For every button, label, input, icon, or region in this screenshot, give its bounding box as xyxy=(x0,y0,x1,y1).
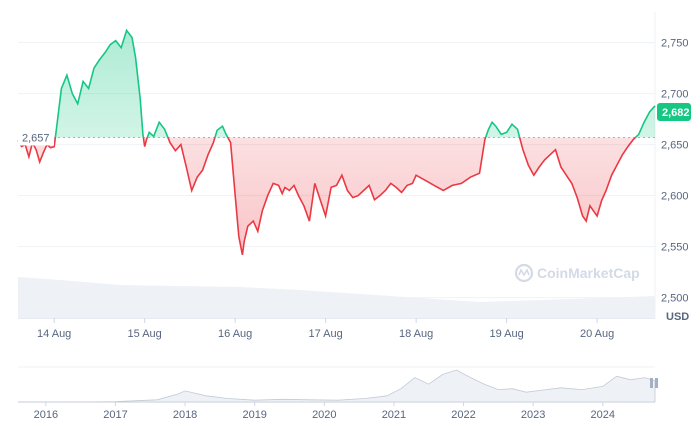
y-tick-label: 2,650 xyxy=(661,140,689,152)
current-price-badge: 2,682 xyxy=(657,102,691,121)
reference-label: 2,657 xyxy=(18,129,54,146)
navigator-area xyxy=(18,369,656,403)
coinmarketcap-watermark: CoinMarketCap xyxy=(514,263,640,283)
price-line-above xyxy=(54,28,656,138)
y-tick-label: 2,550 xyxy=(661,242,689,254)
navigator-year-label: 2022 xyxy=(451,409,475,421)
navigator-year-label: 2020 xyxy=(312,409,336,421)
y-tick-label: 2,750 xyxy=(661,38,689,50)
coinmarketcap-logo-wave xyxy=(518,268,530,277)
navigator-year-label: 2016 xyxy=(34,409,58,421)
x-tick-label: 20 Aug xyxy=(580,328,614,340)
current-price-label: 2,682 xyxy=(662,107,690,119)
navigator-year-label: 2018 xyxy=(173,409,197,421)
navigator-year-label: 2017 xyxy=(103,409,127,421)
navigator-handle-right[interactable] xyxy=(655,378,658,388)
navigator-handle[interactable] xyxy=(650,378,653,388)
area-below-reference xyxy=(18,137,655,255)
x-axis: 14 Aug 15 Aug 16 Aug 17 Aug 18 Aug 19 Aug 20 A… xyxy=(37,318,614,340)
navigator-axis: 2016 2017 2018 2019 2020 2021 2022 2023 2024 xyxy=(34,402,615,421)
navigator-year-label: 2024 xyxy=(591,409,615,421)
x-tick-label: 16 Aug xyxy=(218,328,252,340)
x-tick-label: 15 Aug xyxy=(128,328,162,340)
y-tick-label: 2,500 xyxy=(661,293,689,305)
x-tick-label: 14 Aug xyxy=(37,328,71,340)
x-tick-label: 19 Aug xyxy=(489,328,523,340)
navigator-year-label: 2023 xyxy=(521,409,545,421)
y-tick-label: 2,700 xyxy=(661,89,689,101)
watermark-text: CoinMarketCap xyxy=(537,265,640,281)
reference-value-label: 2,657 xyxy=(22,132,50,144)
price-line-below xyxy=(17,137,637,255)
y-tick-label: 2,600 xyxy=(661,191,689,203)
coinmarketcap-logo-icon xyxy=(514,263,534,283)
y-axis: 2,500 2,550 2,600 2,650 2,700 2,750 xyxy=(661,38,689,305)
range-navigator[interactable]: 2016 2017 2018 2019 2020 2021 2022 2023 2024 xyxy=(18,366,658,421)
x-tick-label: 17 Aug xyxy=(309,328,343,340)
volume-band xyxy=(18,277,655,318)
navigator-year-label: 2019 xyxy=(242,409,266,421)
navigator-year-label: 2021 xyxy=(382,409,406,421)
y-axis-unit: USD xyxy=(666,311,689,323)
x-tick-label: 18 Aug xyxy=(399,328,433,340)
